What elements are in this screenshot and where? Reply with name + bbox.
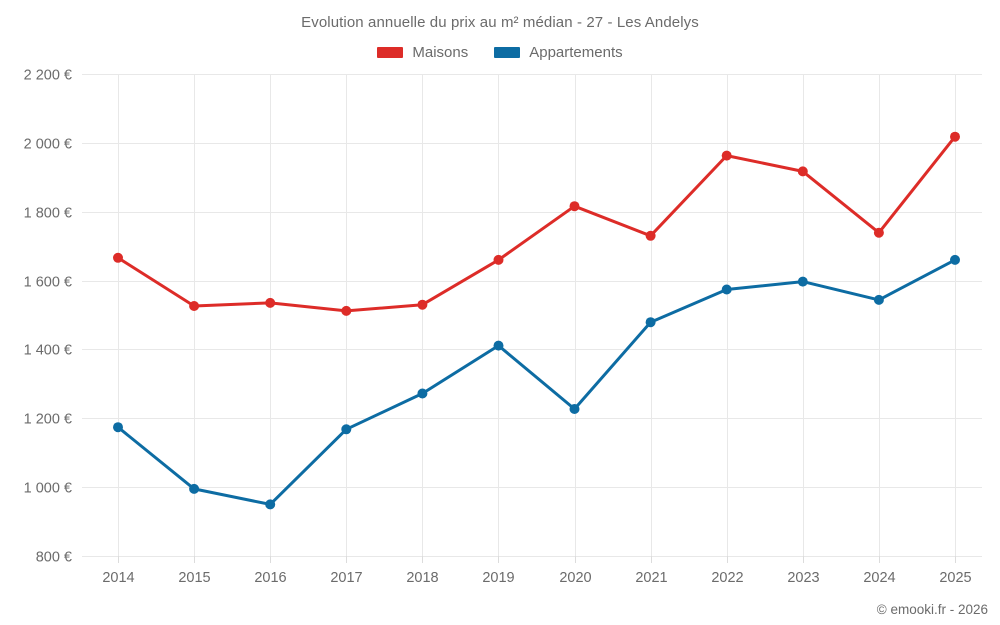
data-point-marker[interactable] — [113, 422, 123, 433]
x-axis-tick-label: 2018 — [406, 570, 438, 586]
data-point-marker[interactable] — [341, 424, 352, 435]
data-point-marker[interactable] — [721, 150, 732, 161]
data-point-marker[interactable] — [721, 284, 732, 295]
x-axis-tick-label: 2019 — [482, 570, 514, 586]
data-point-marker[interactable] — [189, 301, 200, 311]
data-point-marker[interactable] — [113, 252, 123, 263]
x-axis-tick-label: 2025 — [939, 570, 971, 586]
x-axis-tick-label: 2024 — [863, 570, 895, 586]
y-axis-tick-label: 2 200 € — [24, 68, 72, 84]
x-axis-tick-label: 2016 — [254, 570, 286, 586]
legend-label-appartements: Appartements — [529, 44, 623, 61]
legend-item-appartements[interactable]: Appartements — [494, 44, 623, 61]
data-point-marker[interactable] — [645, 317, 656, 328]
y-axis-tick-label: 1 800 € — [24, 206, 72, 222]
data-point-marker[interactable] — [950, 254, 960, 265]
x-axis-tick-label: 2017 — [330, 570, 362, 586]
legend-label-maisons: Maisons — [412, 44, 469, 61]
data-point-marker[interactable] — [265, 499, 276, 510]
x-axis-tick-label: 2015 — [178, 570, 210, 586]
data-point-marker[interactable] — [645, 230, 656, 241]
data-point-marker[interactable] — [493, 340, 504, 351]
data-point-marker[interactable] — [797, 276, 808, 287]
legend-swatch-appartements — [494, 47, 521, 58]
y-axis-tick-label: 1 200 € — [24, 412, 72, 428]
x-axis-tick-label: 2022 — [711, 570, 743, 586]
series-line-appartements — [116, 258, 957, 506]
series-line-maisons — [116, 135, 957, 313]
y-axis-tick-label: 800 € — [36, 550, 72, 566]
y-axis-tick-label: 1 400 € — [24, 343, 72, 359]
x-axis-tick-label: 2023 — [787, 570, 819, 586]
data-point-marker[interactable] — [493, 254, 504, 265]
data-point-marker[interactable] — [341, 305, 352, 316]
data-point-marker[interactable] — [569, 201, 580, 212]
data-point-marker[interactable] — [417, 299, 428, 310]
chart-credit: © emooki.fr - 2026 — [876, 602, 988, 617]
chart-legend: Maisons Appartements — [0, 44, 1000, 61]
data-point-marker[interactable] — [873, 294, 884, 305]
data-point-marker[interactable] — [265, 297, 276, 308]
data-point-marker[interactable] — [417, 388, 428, 399]
legend-swatch-maisons — [377, 47, 404, 58]
y-axis-tick-label: 1 600 € — [24, 275, 72, 291]
chart-title: Evolution annuelle du prix au m² médian … — [301, 14, 699, 31]
x-axis-tick-label: 2020 — [559, 570, 591, 586]
y-axis-tick-label: 2 000 € — [24, 137, 72, 153]
x-axis-tick-label: 2014 — [102, 570, 134, 586]
data-point-marker[interactable] — [797, 166, 808, 177]
data-point-marker[interactable] — [873, 227, 884, 238]
data-point-marker[interactable] — [950, 131, 960, 142]
data-point-marker[interactable] — [569, 404, 580, 414]
x-axis-tick-label: 2021 — [635, 570, 667, 586]
legend-item-maisons[interactable]: Maisons — [377, 44, 468, 61]
y-axis-tick-label: 1 000 € — [24, 481, 72, 497]
data-point-marker[interactable] — [189, 483, 200, 494]
